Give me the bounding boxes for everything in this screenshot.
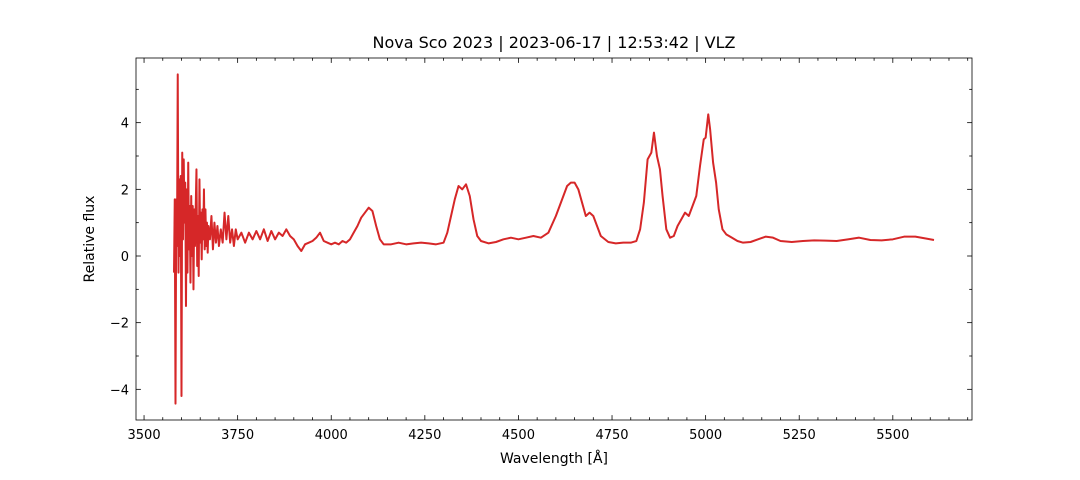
y-tick-label: −2 [110,317,129,332]
x-tick-label: 3750 [221,428,254,443]
data-line [173,73,935,405]
y-tick-label: 2 [121,183,129,198]
x-tick-label: 4500 [502,428,535,443]
x-tick-label: 4000 [315,428,348,443]
plot-frame [135,57,973,421]
x-tick-label: 5000 [689,428,722,443]
x-tick-label: 5250 [783,428,816,443]
x-tick-label: 4250 [408,428,441,443]
x-axis-label: Wavelength [Å] [500,450,608,467]
x-tick-label: 4750 [595,428,628,443]
y-tick-label: −4 [110,383,129,398]
x-tick-label: 3500 [128,428,161,443]
y-axis-label: Relative flux [82,196,98,283]
y-tick-label: 4 [121,117,129,132]
chart-title: Nova Sco 2023 | 2023-06-17 | 12:53:42 | … [372,33,735,52]
y-tick-label: 0 [121,250,129,265]
x-tick-label: 5500 [876,428,909,443]
